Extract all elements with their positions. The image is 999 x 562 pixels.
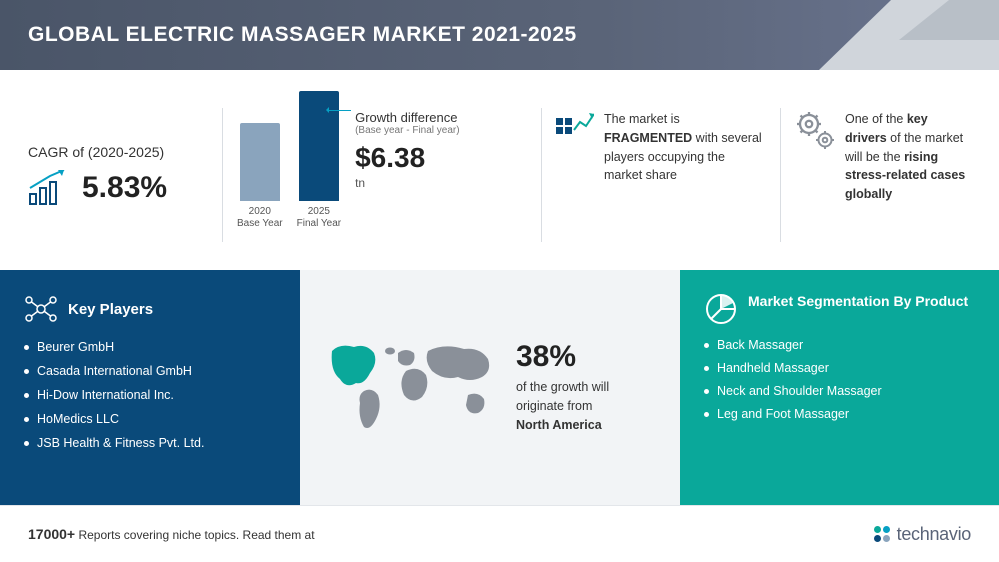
bar-base-year [240,123,280,201]
infographic-canvas: GLOBAL ELECTRIC MASSAGER MARKET 2021-202… [0,0,999,562]
growth-value: $6.38 [355,142,425,173]
key-players-panel: Key Players Beurer GmbH Casada Internati… [0,270,300,505]
bar-final-year [299,91,339,201]
bar-chart: 2020Base Year 2025Final Year [237,100,341,230]
segmentation-title: Market Segmentation By Product [748,292,968,310]
segmentation-panel: Market Segmentation By Product Back Mass… [680,270,999,505]
growth-subtitle: (Base year - Final year) [355,125,459,136]
cagr-label: CAGR of (2020-2025) [28,144,208,160]
geo-percent: 38% [516,340,660,374]
cagr-block: CAGR of (2020-2025) 5.83% [28,90,208,260]
growth-text: Growth difference (Base year - Final yea… [355,90,459,260]
geo-description: of the growth will originate from North … [516,378,660,434]
growth-unit: tn [355,176,365,190]
header-bar: GLOBAL ELECTRIC MASSAGER MARKET 2021-202… [0,0,999,70]
logo-dots-icon [874,526,890,542]
footer-text: 17000+ Reports covering niche topics. Re… [28,526,315,542]
top-metrics-row: CAGR of (2020-2025) 5.83% 2020Base Year [0,70,999,270]
key-players-title: Key Players [68,301,153,318]
geography-panel: 38% of the growth will originate from No… [300,270,680,505]
divider [222,108,223,242]
header-title: GLOBAL ELECTRIC MASSAGER MARKET 2021-202… [28,23,577,47]
fragmented-block: The market is FRAGMENTED with several pl… [556,90,766,260]
world-map-icon [320,333,500,443]
technavio-logo: technavio [874,524,971,545]
divider [541,108,542,242]
list-item: Hi-Dow International Inc. [24,388,276,402]
segmentation-list: Back Massager Handheld Massager Neck and… [704,338,975,421]
driver-text: One of the key drivers of the market wil… [845,110,971,204]
list-item: Back Massager [704,338,975,352]
mid-section: Key Players Beurer GmbH Casada Internati… [0,270,999,505]
growth-title: Growth difference [355,110,459,125]
arrow-indicator [327,110,351,111]
list-item: Handheld Massager [704,361,975,375]
driver-block: One of the key drivers of the market wil… [795,90,971,260]
logo-text: technavio [897,524,971,545]
divider [780,108,781,242]
growth-chart-icon [28,170,70,206]
gear-icon [795,110,835,150]
market-share-icon [556,110,594,148]
network-icon [24,292,58,326]
list-item: Beurer GmbH [24,340,276,354]
growth-block: 2020Base Year 2025Final Year Growth diff… [237,90,527,260]
list-item: HoMedics LLC [24,412,276,426]
list-item: Neck and Shoulder Massager [704,384,975,398]
pie-chart-icon [704,292,738,326]
list-item: Leg and Foot Massager [704,407,975,421]
cagr-value: 5.83% [82,171,167,205]
key-players-list: Beurer GmbH Casada International GmbH Hi… [24,340,276,450]
list-item: JSB Health & Fitness Pvt. Ltd. [24,436,276,450]
list-item: Casada International GmbH [24,364,276,378]
fragmented-text: The market is FRAGMENTED with several pl… [604,110,766,185]
footer-bar: 17000+ Reports covering niche topics. Re… [0,505,999,562]
